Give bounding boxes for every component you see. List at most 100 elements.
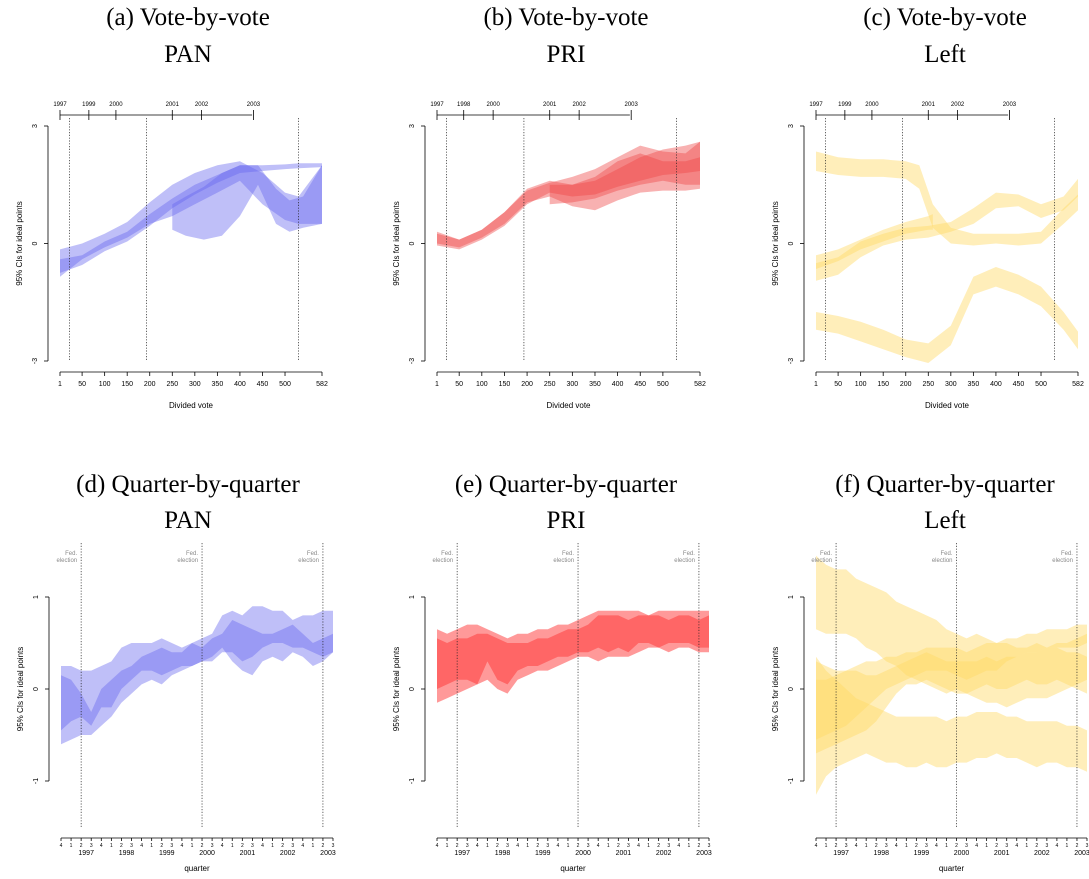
x-tick-label: 500 [279,381,291,388]
year-label: 2002 [656,850,672,857]
x-tick-label: 450 [257,381,269,388]
election-label-line2: election [432,558,453,564]
panel-title-line2: PRI [547,41,586,68]
quarter-label: 2 [201,843,204,849]
quarter-label: 2 [120,843,123,849]
quarter-label: 2 [698,843,701,849]
year-bar-label: 1997 [53,102,67,108]
x-tick-label: 1 [435,381,439,388]
year-label: 1997 [454,850,470,857]
panel-title-line2: PAN [164,507,212,534]
quarter-label: 2 [456,843,459,849]
x-axis-label: Divided vote [925,401,970,410]
year-label: 1999 [914,850,930,857]
ci-band-1 [437,141,700,250]
x-tick-label: 200 [900,381,912,388]
quarter-label: 1 [905,843,908,849]
year-bar-label: 2000 [486,102,500,108]
quarter-label: 4 [556,843,559,849]
ci-band-3 [172,165,322,240]
panel-title-line1: (a) Vote-by-vote [106,4,270,31]
quarter-label: 2 [617,843,620,849]
quarter-label: 3 [90,843,93,849]
x-tick-label: 450 [634,381,646,388]
x-axis-label: quarter [184,864,210,873]
year-bar-label: 2001 [166,102,180,108]
quarter-label: 2 [657,843,660,849]
quarter-label: 4 [935,843,938,849]
y-tick-label: 3 [409,124,416,128]
quarter-label: 1 [985,843,988,849]
year-bar-label: 2002 [951,102,965,108]
election-label-line2: election [811,558,832,564]
quarter-label: 4 [516,843,519,849]
y-axis-label: 95% CIs for ideal points [771,201,780,286]
election-label-line1: Fed. [683,551,695,557]
quarter-label: 3 [506,843,509,849]
x-tick-label: 200 [144,381,156,388]
election-label-line2: election [298,558,319,564]
quarter-label: 1 [110,843,113,849]
year-label: 2002 [1034,850,1050,857]
panel-c: (c) Vote-by-vote Left -3 0 3 95% CIs for idea… [771,4,1084,410]
quarter-label: 2 [915,843,918,849]
plot-area [816,555,1087,795]
y-tick-label: 1 [33,595,40,599]
quarter-label: 4 [895,843,898,849]
year-bar-label: 1997 [430,102,444,108]
quarter-label: 1 [311,843,314,849]
quarter-label: 4 [180,843,183,849]
quarter-label: 1 [945,843,948,849]
year-label: 2000 [575,850,591,857]
quarter-label: 2 [281,843,284,849]
quarter-label: 1 [865,843,868,849]
x-tick-label: 150 [499,381,511,388]
panel-f: (f) Quarter-by-quarterLeftFed.electionFe… [771,471,1089,873]
x-tick-label: 100 [99,381,111,388]
quarter-label: 3 [885,843,888,849]
y-tick-label: 0 [409,241,416,245]
election-label-line1: Fed. [307,551,319,557]
y-tick-label: 3 [788,124,795,128]
election-label-line2: election [177,558,198,564]
quarter-label: 3 [627,843,630,849]
x-axis-label: Divided vote [169,401,214,410]
x-tick-label: 350 [589,381,601,388]
ci-band-2 [61,620,333,731]
quarter-label: 4 [815,843,818,849]
quarter-label: 4 [100,843,103,849]
ci-band-4 [816,633,1087,754]
election-label-line2: election [932,558,953,564]
quarter-label: 4 [221,843,224,849]
y-tick-label: -1 [33,778,40,784]
quarter-label: 3 [1045,843,1048,849]
ci-band-2 [437,141,700,248]
year-bar-label: 2001 [922,102,936,108]
election-label-line1: Fed. [1061,551,1073,557]
panel-title-line1: (e) Quarter-by-quarter [455,471,678,498]
x-tick-label: 150 [121,381,133,388]
quarter-label: 2 [322,843,325,849]
year-label: 2003 [1074,850,1089,857]
quarter-label: 3 [546,843,549,849]
y-axis-label: 95% CIs for ideal points [771,647,780,732]
ci-band-3 [816,214,933,269]
y-tick-label: -1 [409,778,416,784]
quarter-label: 3 [130,843,133,849]
panel-b: (b) Vote-by-vote PRI -3 0 3 95% CIs for ideal… [392,4,706,410]
quarter-label: 2 [160,843,163,849]
quarter-label: 3 [211,843,214,849]
panel-title-line1: (d) Quarter-by-quarter [76,471,300,498]
ci-band-2 [437,615,709,689]
x-tick-label: 400 [234,381,246,388]
quarter-label: 1 [1025,843,1028,849]
quarter-label: 2 [241,843,244,849]
quarter-label: 3 [1086,843,1089,849]
election-label-line2: election [56,558,77,564]
quarter-label: 3 [251,843,254,849]
quarter-label: 3 [1005,843,1008,849]
year-bar-label: 1998 [457,102,471,108]
year-label: 2002 [280,850,296,857]
x-tick-label: 450 [1013,381,1025,388]
quarter-label: 3 [845,843,848,849]
